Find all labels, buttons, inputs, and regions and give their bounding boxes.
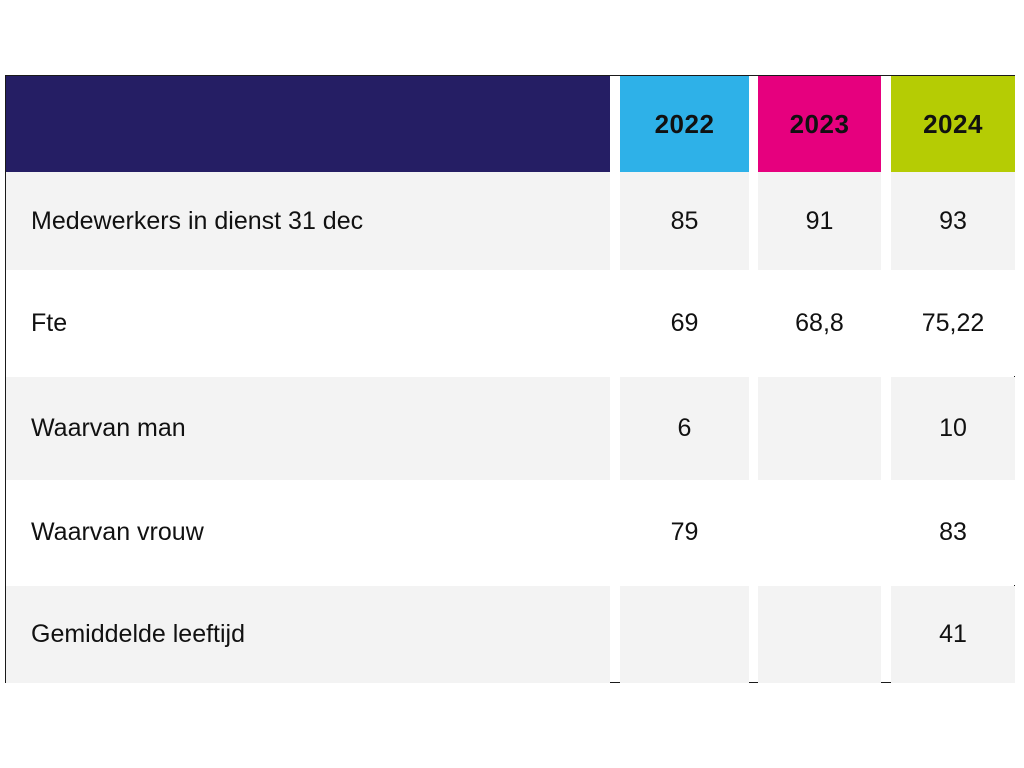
row-label: Gemiddelde leeftijd [6,586,610,683]
row-value-2023 [758,480,881,585]
row-value-2022: 69 [620,270,749,376]
row-value-2023: 68,8 [758,270,881,376]
header-year-2022: 2022 [620,76,749,172]
row-value-2024: 41 [891,586,1015,683]
header-year-2024: 2024 [891,76,1015,172]
row-value-2024: 83 [891,480,1015,585]
row-value-2024: 10 [891,377,1015,480]
row-label: Medewerkers in dienst 31 dec [6,172,610,270]
row-value-2022: 85 [620,172,749,270]
row-label: Fte [6,270,610,376]
row-value-2023: 91 [758,172,881,270]
row-label: Waarvan vrouw [6,480,610,585]
row-value-2022: 6 [620,377,749,480]
row-value-2023 [758,586,881,683]
row-value-2024: 75,22 [891,270,1015,376]
row-value-2024: 93 [891,172,1015,270]
staff-table: 2022 2023 2024 Medewerkers in dienst 31 dec… [5,75,1015,683]
row-value-2023 [758,377,881,480]
header-label-cell [6,76,610,172]
row-value-2022: 79 [620,480,749,585]
row-value-2022 [620,586,749,683]
header-year-2023: 2023 [758,76,881,172]
row-label: Waarvan man [6,377,610,480]
